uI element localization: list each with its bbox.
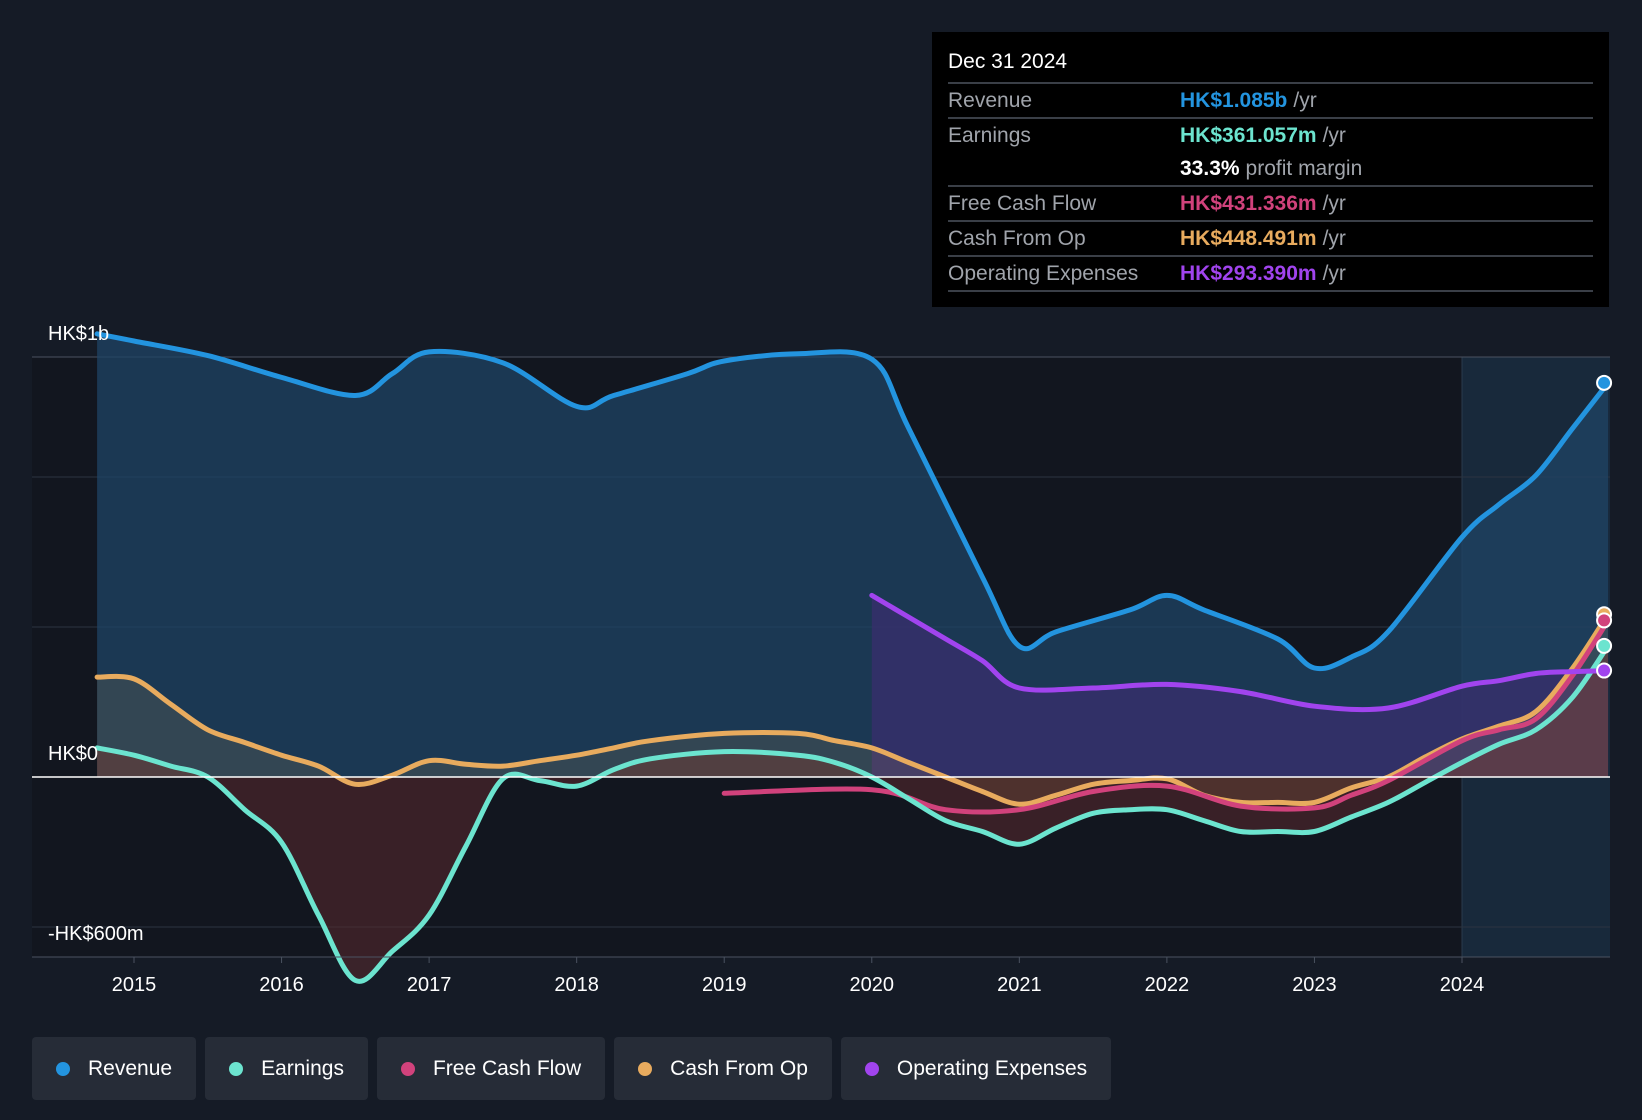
earnings-end-dot — [1596, 637, 1613, 654]
cash-from-op-dot-icon — [638, 1061, 653, 1076]
legend-item-cash-from-op[interactable]: Cash From Op — [614, 1037, 832, 1100]
free-cash-flow-end-dot — [1596, 612, 1613, 629]
legend-label: Cash From Op — [670, 1056, 808, 1080]
x-tick-label: 2021 — [997, 974, 1042, 996]
tooltip-row-cfo: Cash From Op HK$448.491m /yr — [948, 220, 1593, 255]
operating-expenses-end-dot — [1596, 662, 1613, 679]
free-cash-flow-line — [721, 617, 1611, 815]
tooltip-value: HK$1.085b — [1180, 88, 1288, 112]
legend-item-free-cash-flow[interactable]: Free Cash Flow — [376, 1037, 606, 1100]
tooltip-unit: /yr — [1322, 123, 1346, 147]
legend-label: Free Cash Flow — [432, 1056, 582, 1080]
tooltip-margin-value: 33.3% — [1180, 156, 1240, 180]
free-cash-flow-dot-icon — [400, 1061, 415, 1076]
legend-label: Operating Expenses — [896, 1056, 1088, 1080]
earnings-line — [94, 643, 1611, 984]
legend-label: Revenue — [88, 1056, 173, 1080]
x-tick-label: 2020 — [850, 974, 895, 996]
revenue-area — [97, 333, 1609, 777]
revenue-line — [94, 331, 1611, 672]
tooltip-unit: /yr — [1322, 191, 1346, 215]
tooltip-value: HK$448.491m — [1180, 226, 1317, 250]
x-tick-label: 2022 — [1145, 974, 1190, 996]
x-tick-label: 2017 — [407, 974, 452, 996]
tooltip-panel: Dec 31 2024 Revenue HK$1.085b /yr Earnin… — [932, 32, 1609, 307]
revenue-end-dot — [1596, 374, 1613, 391]
tooltip-row-earnings: Earnings HK$361.057m /yr — [948, 117, 1593, 152]
tooltip-unit: /yr — [1293, 88, 1317, 112]
earnings-dot-icon — [229, 1061, 244, 1076]
tooltip-label: Operating Expenses — [948, 261, 1139, 285]
earnings-area — [97, 645, 1609, 982]
x-tick-label: 2015 — [112, 974, 157, 996]
x-tick-label: 2016 — [259, 974, 304, 996]
tooltip-value: HK$361.057m — [1180, 123, 1317, 147]
tooltip-date: Dec 31 2024 — [948, 50, 1068, 73]
tooltip-label: Earnings — [948, 123, 1031, 147]
tooltip-value: HK$293.390m — [1180, 261, 1317, 285]
y-tick-label-top: HK$1b — [48, 323, 109, 345]
tooltip-label: Revenue — [948, 88, 1033, 112]
x-tick-label: 2019 — [702, 974, 747, 996]
operating-expenses-area — [871, 595, 1609, 777]
tooltip-unit: /yr — [1322, 226, 1346, 250]
operating-expenses-dot-icon — [864, 1061, 879, 1076]
tooltip-row-margin: 33.3% profit margin — [948, 152, 1593, 185]
x-tick-label: 2018 — [554, 974, 599, 996]
legend-item-earnings[interactable]: Earnings — [205, 1037, 368, 1100]
legend-item-revenue[interactable]: Revenue — [32, 1037, 197, 1100]
operating-expenses-line — [869, 592, 1611, 713]
y-tick-label-bottom: -HK$600m — [48, 923, 144, 945]
tooltip-label: Cash From Op — [948, 226, 1086, 250]
x-tick-label: 2023 — [1292, 974, 1337, 996]
tooltip-row-fcf: Free Cash Flow HK$431.336m /yr — [948, 185, 1593, 220]
x-tick-label: 2024 — [1440, 974, 1485, 996]
tooltip-margin-unit: profit margin — [1245, 156, 1363, 180]
legend-item-operating-expenses[interactable]: Operating Expenses — [840, 1037, 1112, 1100]
tooltip-unit: /yr — [1322, 261, 1346, 285]
tooltip-row-revenue: Revenue HK$1.085b /yr — [948, 82, 1593, 117]
y-tick-label-zero: HK$0 — [48, 743, 98, 765]
tooltip-label: Free Cash Flow — [948, 191, 1097, 215]
tooltip-row-opex: Operating Expenses HK$293.390m /yr — [948, 255, 1593, 292]
revenue-dot-icon — [56, 1061, 70, 1076]
tooltip-value: HK$431.336m — [1180, 191, 1317, 215]
legend: Revenue Earnings Free Cash Flow Cash Fro… — [32, 1037, 1120, 1100]
legend-label: Earnings — [261, 1056, 344, 1080]
cash-from-op-line — [94, 611, 1611, 807]
